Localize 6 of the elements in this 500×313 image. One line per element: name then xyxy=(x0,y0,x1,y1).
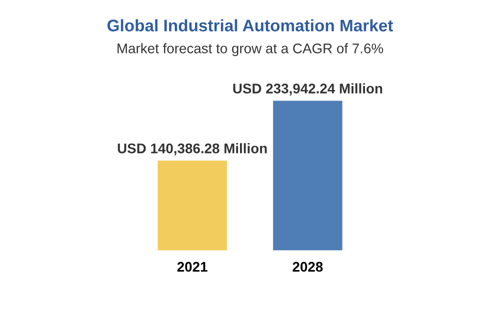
data-label: USD 233,942.24 Million xyxy=(233,83,382,96)
x-tick-label: 2028 xyxy=(292,262,323,272)
x-tick-label: 2021 xyxy=(177,262,208,272)
chart-subtitle: Market forecast to grow at a CAGR of 7.6% xyxy=(118,43,384,56)
data-label: USD 140,386.28 Million xyxy=(118,143,267,156)
chart-title: Global Industrial Automation Market xyxy=(107,19,394,32)
